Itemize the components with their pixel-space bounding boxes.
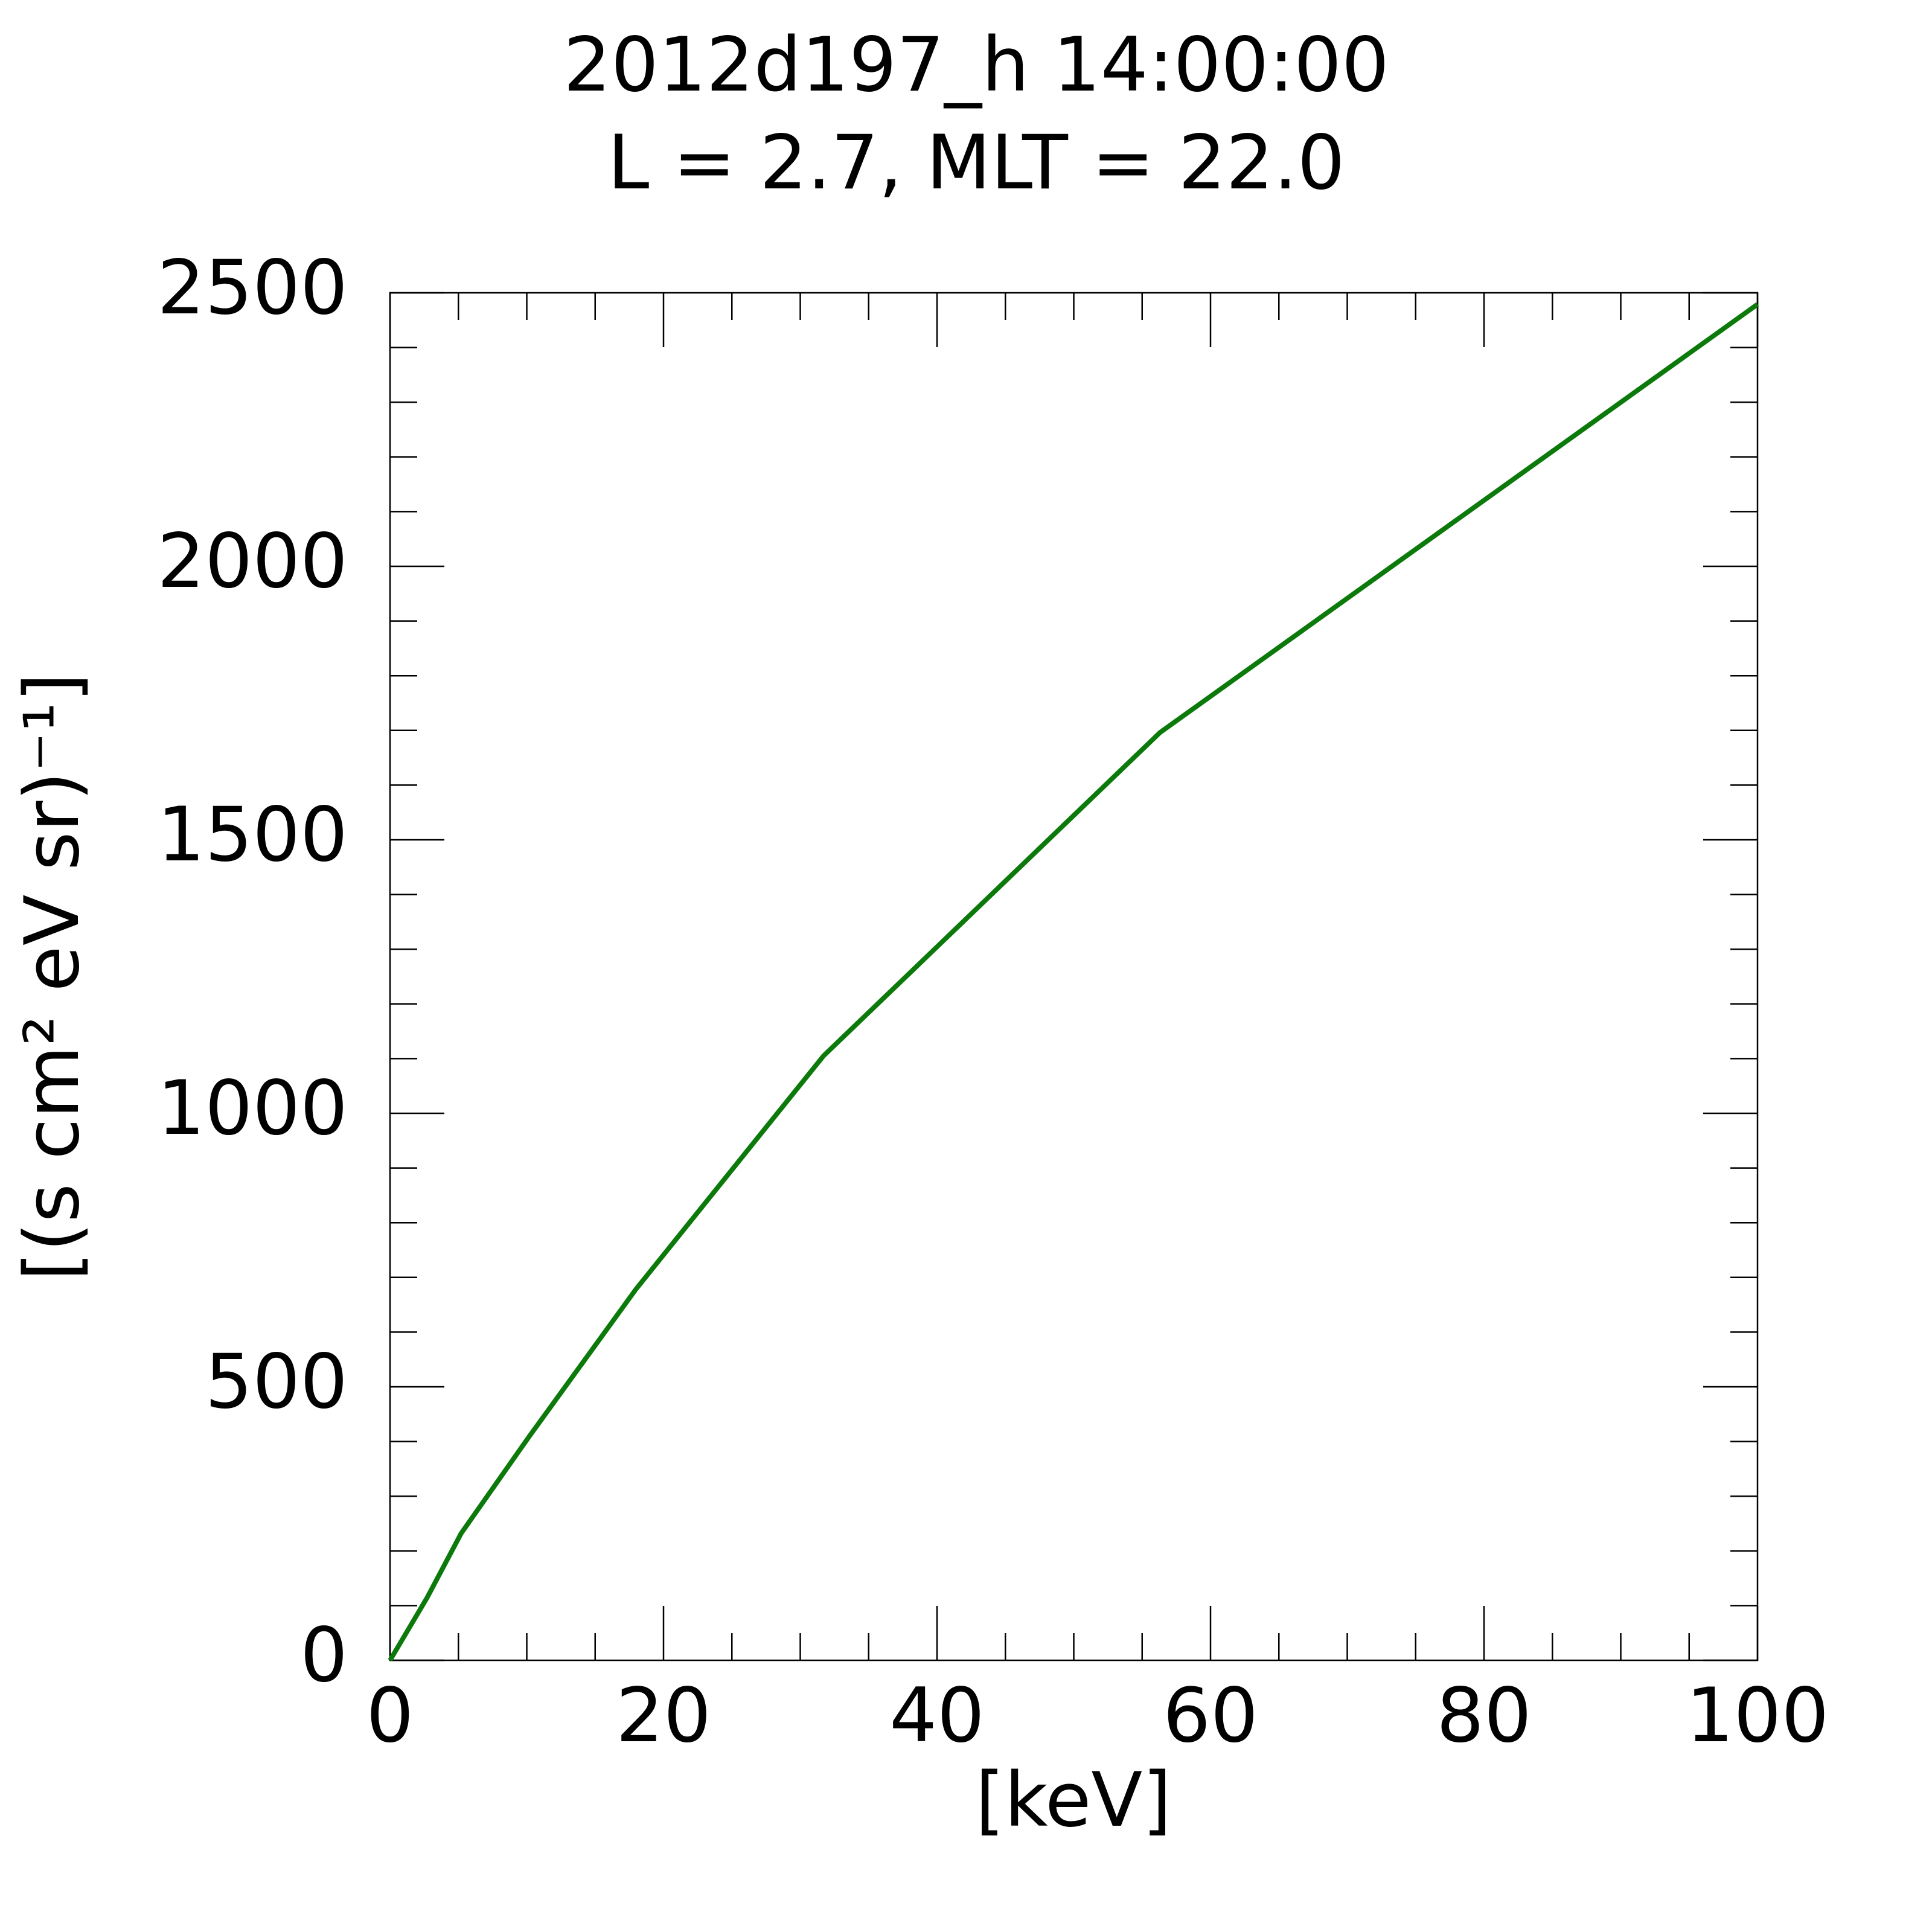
- x-tick-label: 80: [1436, 1672, 1532, 1759]
- chart-title: 2012d197_h 14:00:00: [563, 22, 1389, 109]
- y-tick-label: 0: [300, 1612, 348, 1699]
- y-tick-label: 1000: [157, 1065, 348, 1152]
- x-tick-label: 0: [366, 1672, 414, 1759]
- x-tick-label: 60: [1163, 1672, 1258, 1759]
- chart-subtitle: L = 2.7, MLT = 22.0: [607, 120, 1345, 206]
- data-line: [388, 302, 1759, 1662]
- x-tick-label: 100: [1686, 1672, 1829, 1759]
- y-tick-label: 2000: [157, 518, 348, 605]
- y-tick-label: 1500: [157, 792, 348, 878]
- x-axis-label: [keV]: [975, 1757, 1171, 1844]
- y-axis-label: [(s cm² eV sr)⁻¹]: [9, 673, 96, 1281]
- y-tick-label: 500: [205, 1339, 348, 1425]
- x-tick-label: 40: [889, 1672, 985, 1759]
- y-tick-label: 2500: [157, 245, 348, 331]
- x-tick-label: 20: [616, 1672, 711, 1759]
